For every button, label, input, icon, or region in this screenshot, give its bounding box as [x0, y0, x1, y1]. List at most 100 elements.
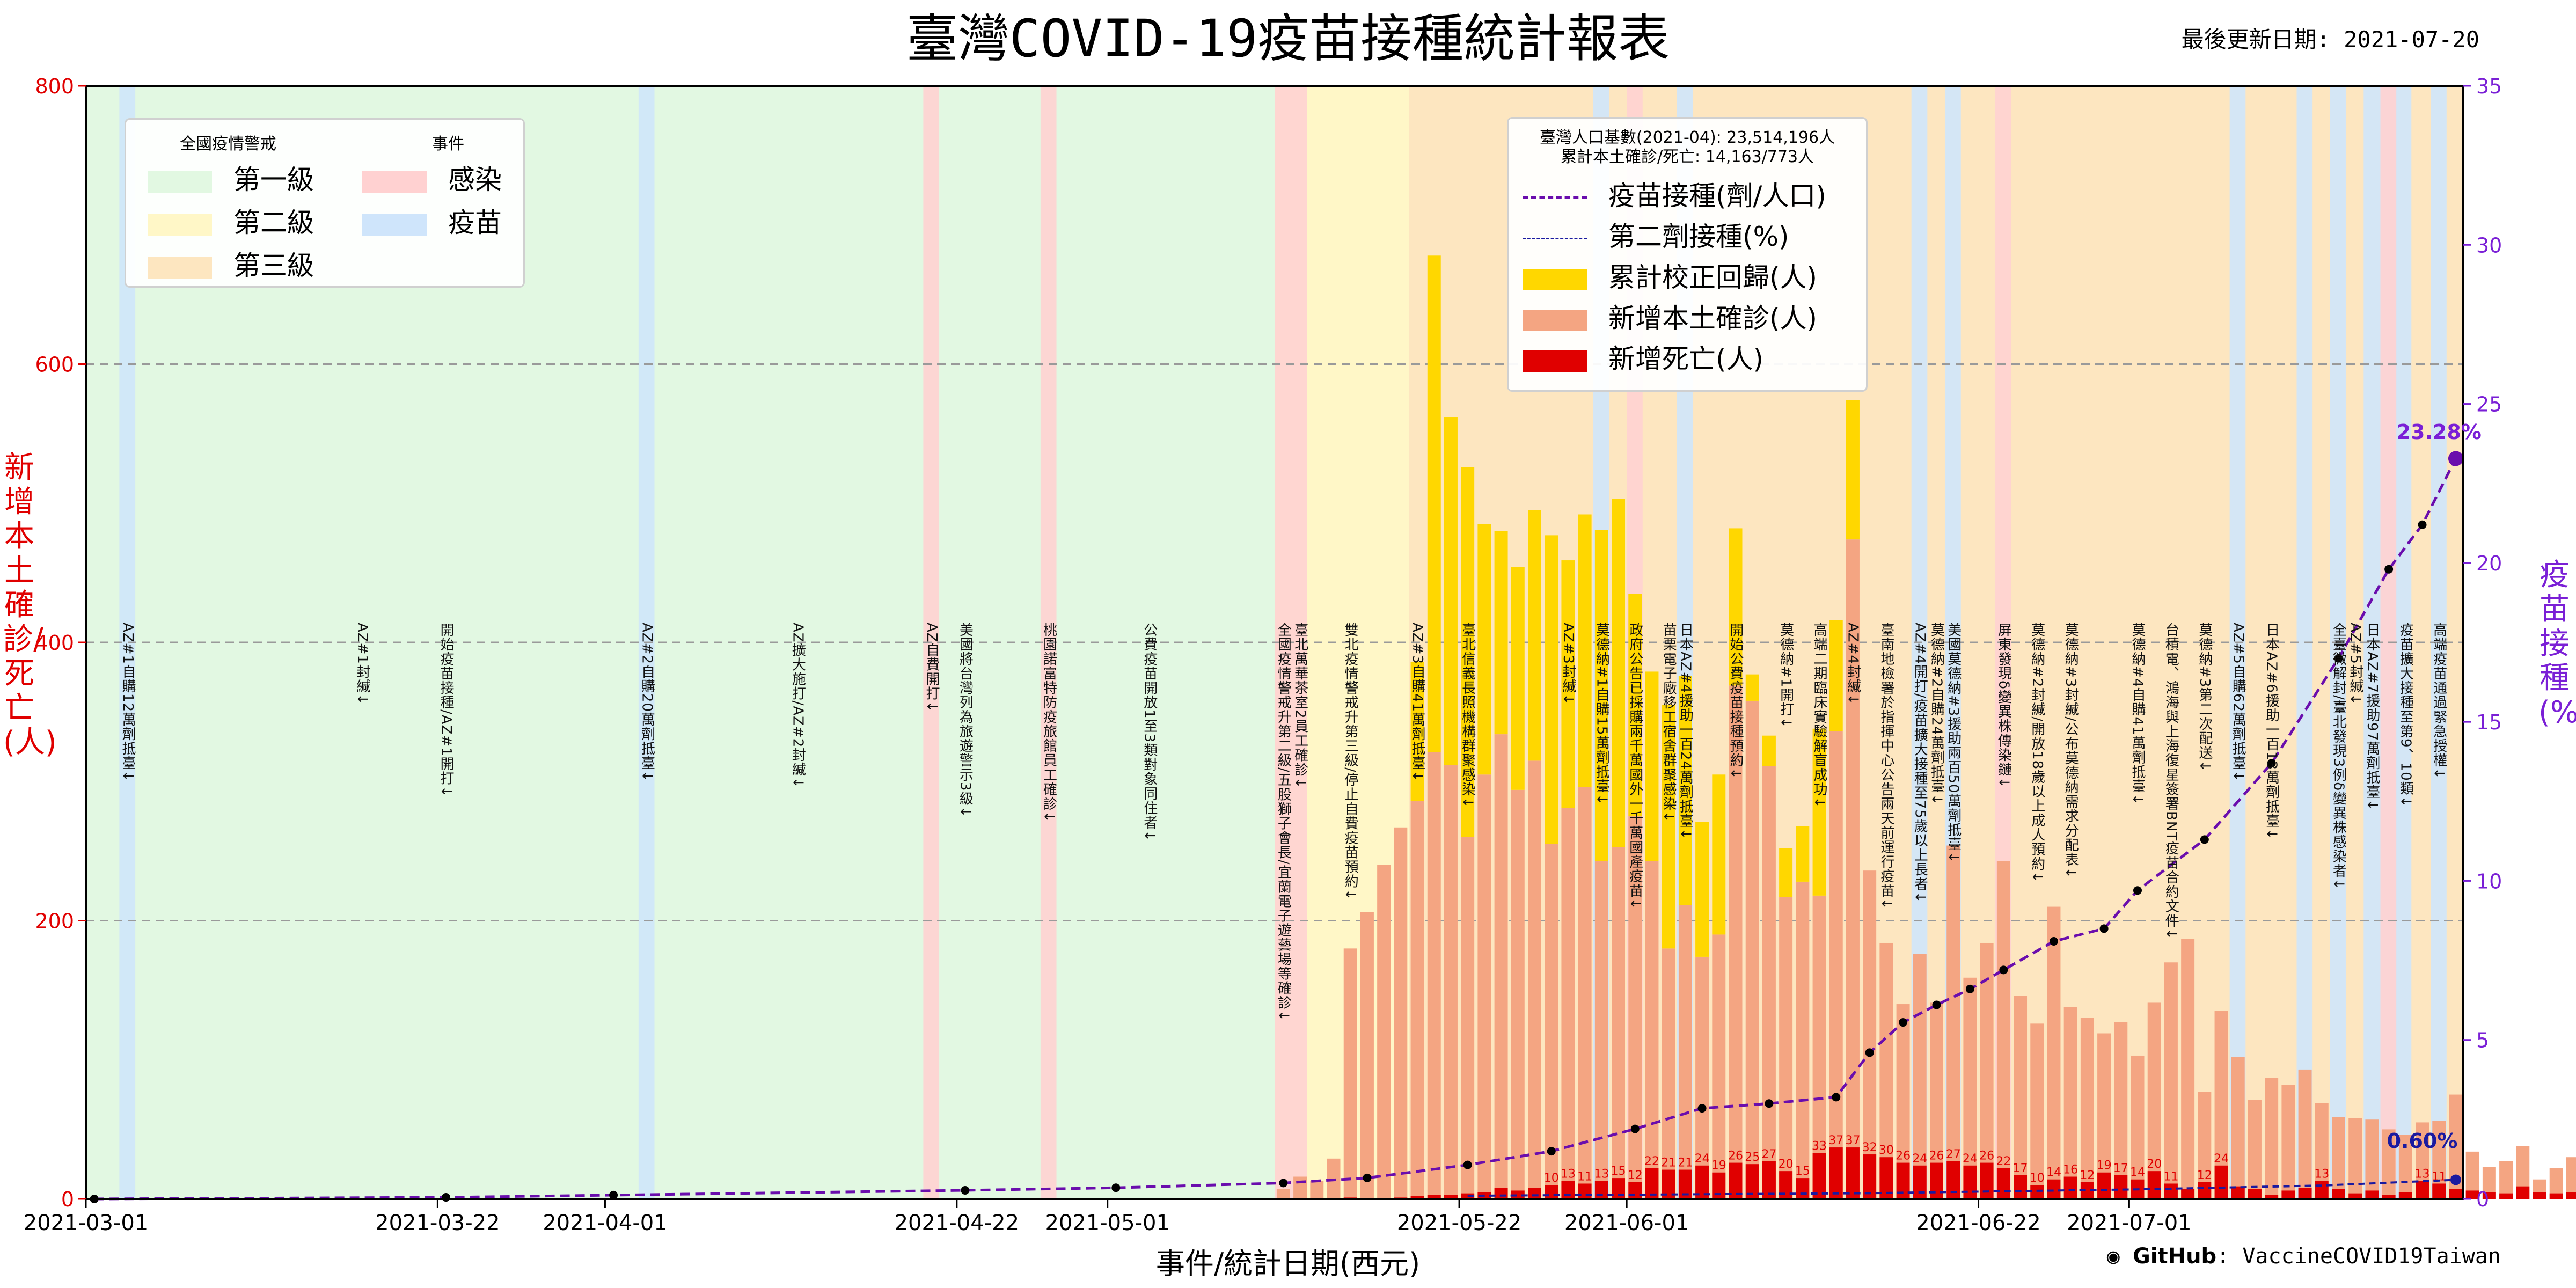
- death-bar: [2549, 1193, 2563, 1199]
- death-bar: [1511, 1190, 1525, 1199]
- legend-label: 第三級: [233, 250, 314, 281]
- event-annotation: 莫德納#2自購24萬劑抵臺↓: [1929, 623, 1945, 806]
- death-bar: [1980, 1162, 1994, 1199]
- death-bar: [2566, 1192, 2576, 1199]
- case-bar: [2499, 1161, 2513, 1199]
- vaccine-point: [2133, 886, 2142, 895]
- case-bar: [1846, 539, 1860, 1199]
- case-bar: [1762, 766, 1776, 1199]
- vaccine-point: [1279, 1179, 1288, 1188]
- correction-bar: [1578, 514, 1592, 787]
- legend-series-item: 疫苗接種(劑/人口): [1523, 174, 1826, 213]
- death-data-label: 30: [1879, 1144, 1894, 1157]
- y-axis-label-left: 新增本土確診/死亡(人): [3, 450, 57, 760]
- event-annotation: 雙北疫情警戒升第三級/停止自費疫苗預約↓: [1342, 623, 1358, 901]
- legend-alert-item: 第一級: [148, 158, 314, 197]
- death-data-label: 10: [1544, 1172, 1559, 1185]
- y-tick-label-right: 5: [2476, 1029, 2489, 1052]
- death-bar: [1796, 1178, 1810, 1199]
- footer-credit[interactable]: ◉ GitHub: VaccineCOVID19Taiwan: [2107, 1244, 2501, 1269]
- event-annotation: 莫德納#3封緘/公布莫德納需求分配表↓: [2062, 623, 2079, 879]
- death-data-label: 37: [1828, 1134, 1843, 1147]
- event-annotation: 臺北信義長照機構群聚感染↓: [1460, 623, 1476, 809]
- death-bar: [1863, 1154, 1877, 1199]
- case-bar: [1511, 789, 1525, 1199]
- vaccine-point: [2099, 924, 2109, 933]
- death-data-label: 11: [2163, 1170, 2178, 1183]
- correction-bar: [1812, 728, 1826, 896]
- case-bar: [2365, 1119, 2379, 1199]
- event-annotation: AZ#5自購62萬劑抵臺↓: [2230, 623, 2246, 782]
- vaccine-point: [1999, 965, 2008, 975]
- x-axis-label: 事件/統計日期(西元): [1155, 1247, 1421, 1280]
- event-annotation: 臺北萬華茶室2員工確診↓: [1292, 623, 1308, 789]
- death-bar: [2382, 1195, 2396, 1199]
- death-bar: [1528, 1188, 1541, 1199]
- legend-label: 感染: [448, 164, 502, 195]
- death-bar: [2533, 1192, 2546, 1199]
- death-data-label: 20: [2147, 1158, 2162, 1171]
- event-annotation: 苗栗電子廠移工宿舍群聚感染↓: [1660, 623, 1677, 823]
- event-annotation: AZ#2自購20萬劑抵臺↓: [639, 623, 655, 782]
- death-bar: [2063, 1176, 2077, 1199]
- event-annotation: 美國將台灣列為旅遊警示3級↓: [957, 623, 973, 818]
- legend-swatch: [148, 214, 212, 236]
- death-bar: [2281, 1190, 2295, 1199]
- page-title: 臺灣COVID-19疫苗接種統計報表: [906, 9, 1670, 69]
- vaccine-point: [1832, 1093, 1841, 1102]
- death-bar: [2014, 1175, 2028, 1199]
- correction-bar: [1712, 774, 1726, 935]
- death-data-label: 24: [2214, 1152, 2229, 1166]
- legend-swatch: [1523, 350, 1587, 372]
- death-data-label: 11: [1577, 1170, 1592, 1183]
- legend-label: 新增死亡(人): [1608, 343, 1764, 375]
- case-bar: [2097, 1033, 2111, 1199]
- event-annotation: AZ#1封緘↓: [354, 623, 370, 706]
- death-data-label: 32: [1862, 1141, 1877, 1154]
- death-bar: [2114, 1175, 2128, 1199]
- vaccine-point: [2418, 520, 2427, 529]
- correction-bar: [1762, 735, 1776, 766]
- x-tick-label: 2021-03-01: [24, 1211, 148, 1235]
- event-annotation: 屏東發現δ變異株傳染鏈↓: [1995, 623, 2011, 789]
- correction-bar: [1461, 467, 1475, 837]
- last-updated: 最後更新日期: 2021-07-20: [2181, 26, 2479, 53]
- event-annotation: AZ#5封緘↓: [2347, 623, 2363, 706]
- death-bar: [2348, 1193, 2362, 1199]
- x-tick-label: 2021-04-01: [543, 1211, 667, 1235]
- y-tick-label-right: 20: [2476, 552, 2502, 575]
- correction-bar: [1410, 662, 1424, 801]
- event-annotation: 政府公告已採購兩千萬國外一千萬國產疫苗↓: [1627, 623, 1643, 910]
- y-tick-label-right: 0: [2476, 1188, 2489, 1211]
- correction-bar: [1829, 620, 1843, 731]
- correction-bar: [1444, 417, 1458, 765]
- case-bar: [1678, 905, 1692, 1199]
- death-bar: [1461, 1193, 1475, 1199]
- event-annotation: 莫德納#4自購41萬劑抵臺↓: [2129, 623, 2146, 806]
- case-bar: [1377, 865, 1391, 1199]
- vaccine-point: [1363, 1173, 1372, 1182]
- case-bar: [1612, 847, 1626, 1199]
- death-bar: [1561, 1181, 1575, 1199]
- death-data-label: 24: [1695, 1152, 1710, 1166]
- case-bar: [1645, 861, 1659, 1199]
- event-annotation: 日本AZ#7援助97萬劑抵臺↓: [2364, 623, 2380, 811]
- correction-bar: [1477, 524, 1491, 775]
- vaccine-point: [1111, 1183, 1121, 1192]
- death-data-label: 12: [2080, 1169, 2095, 1182]
- event-annotation: AZ#3封緘↓: [1560, 623, 1576, 706]
- vaccine-point: [1932, 1000, 1941, 1009]
- legend-swatch: [362, 214, 427, 236]
- event-annotation: 公費疫苗開放1至3類對象同住者↓: [1141, 623, 1158, 842]
- case-bar: [1545, 844, 1558, 1199]
- y-tick-label-right: 30: [2476, 233, 2502, 257]
- death-bar: [2332, 1189, 2345, 1199]
- correction-bar: [1678, 676, 1692, 905]
- legend-label: 第二級: [233, 207, 314, 238]
- legend-swatch: [148, 257, 212, 279]
- case-bar: [1594, 861, 1608, 1199]
- x-tick-label: 2021-06-01: [1564, 1211, 1689, 1235]
- legend-alert-item: 感染: [362, 158, 502, 197]
- y-tick-label-right: 10: [2476, 869, 2502, 893]
